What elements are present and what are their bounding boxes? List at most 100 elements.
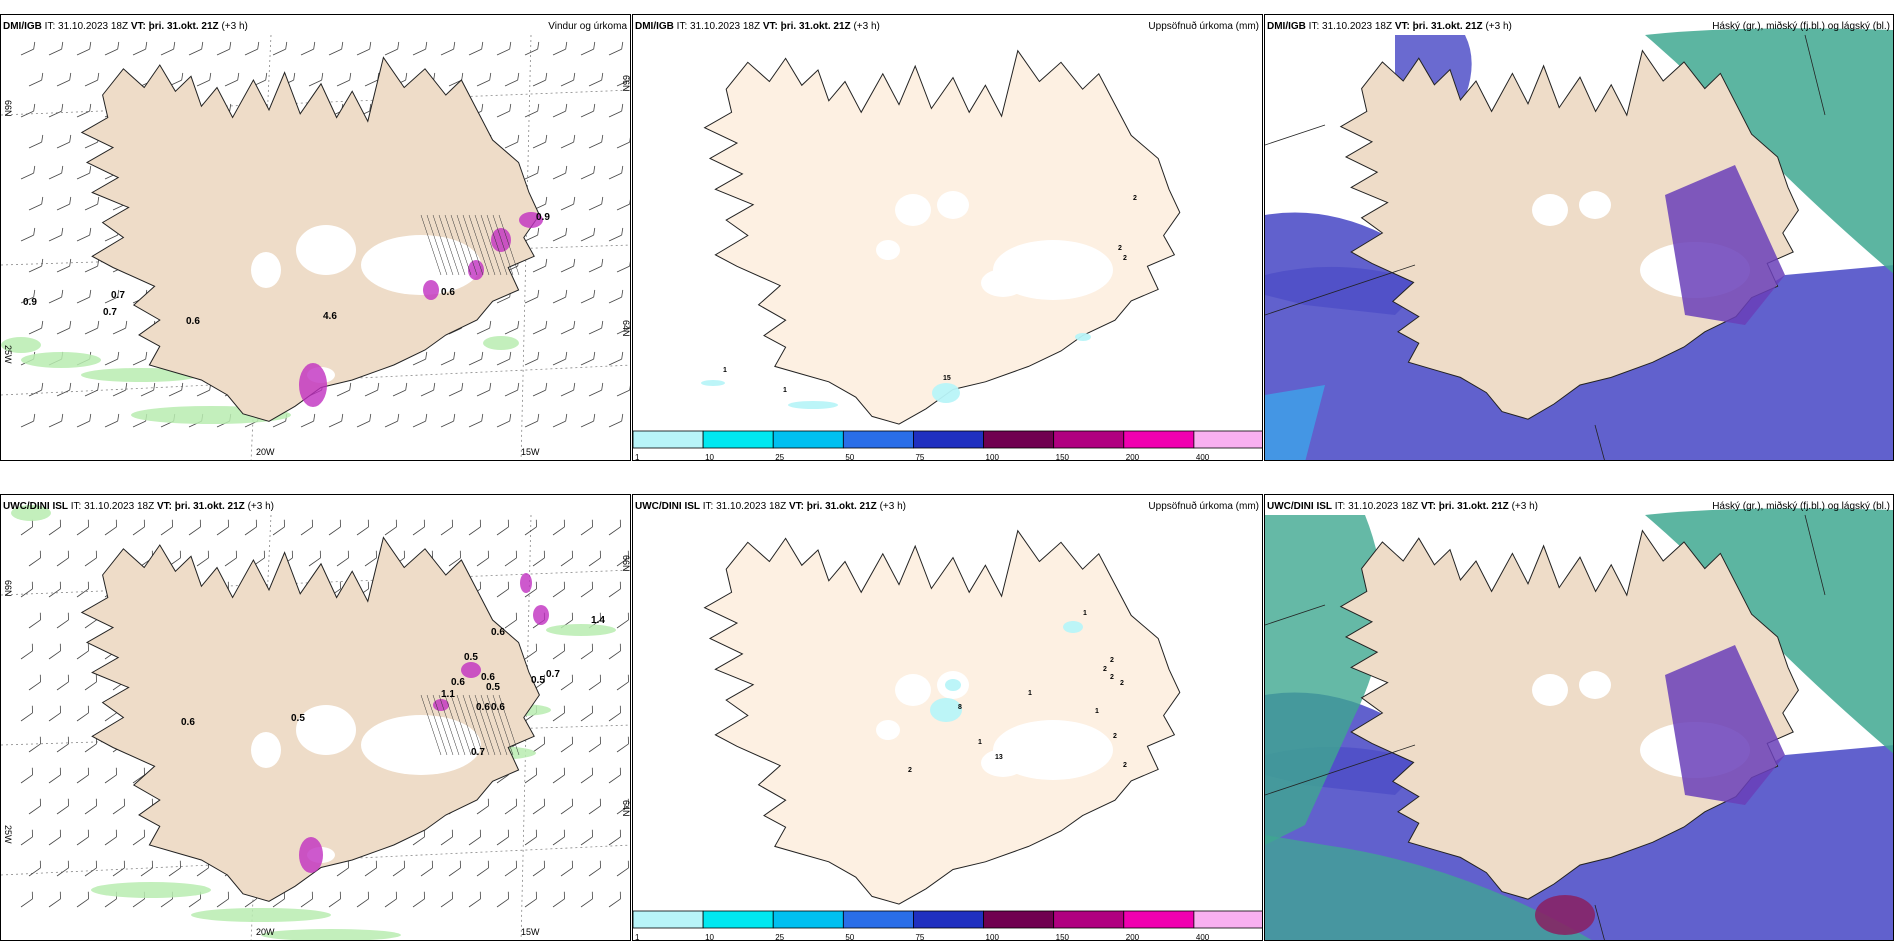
lon-label: 20W bbox=[256, 927, 275, 937]
wind-barb-flag bbox=[61, 227, 64, 236]
wind-barb bbox=[532, 860, 545, 877]
hatch-line bbox=[486, 214, 508, 276]
wind-barb-flag bbox=[621, 165, 624, 174]
precip-streak bbox=[191, 908, 331, 922]
wind-barb-flag bbox=[69, 320, 72, 329]
precip-value-label: 2 bbox=[1110, 657, 1114, 664]
wind-barb-shaft bbox=[552, 110, 566, 118]
wind-barb-flag bbox=[143, 767, 145, 775]
wind-barb-shaft bbox=[168, 389, 182, 397]
wind-barb bbox=[448, 382, 464, 397]
wind-barb bbox=[112, 860, 125, 877]
wind-barb-flag bbox=[537, 103, 540, 112]
wind-barb-flag bbox=[87, 891, 89, 899]
wind-barb-shaft bbox=[532, 141, 546, 149]
wind-barb-shaft bbox=[28, 805, 41, 815]
wind-barb bbox=[608, 413, 624, 428]
wind-barb-flag bbox=[593, 165, 596, 174]
wind-value-label: 1.1 bbox=[441, 689, 455, 700]
wind-barb-flag bbox=[59, 519, 61, 527]
wind-barb-shaft bbox=[560, 389, 574, 397]
wind-barb-shaft bbox=[160, 48, 174, 56]
wind-barb bbox=[504, 612, 517, 629]
wind-barb-flag bbox=[209, 72, 212, 81]
wind-barb-shaft bbox=[56, 681, 69, 691]
colorbar-swatch bbox=[983, 430, 1055, 449]
precip-blob bbox=[1075, 333, 1091, 341]
wind-barb bbox=[392, 860, 405, 877]
wind-barb-shaft bbox=[104, 296, 118, 304]
wind-barb-flag bbox=[537, 413, 540, 422]
wind-barb-shaft bbox=[48, 526, 61, 536]
wind-value-label: 0.9 bbox=[536, 212, 550, 223]
wind-barb bbox=[524, 103, 540, 118]
wind-barb-flag bbox=[67, 860, 69, 868]
wind-barb-shaft bbox=[76, 234, 90, 242]
wind-barb-shaft bbox=[76, 420, 90, 428]
wind-barb-shaft bbox=[56, 389, 70, 397]
wind-barb bbox=[560, 550, 573, 567]
wind-barb bbox=[48, 289, 64, 304]
wind-barb-flag bbox=[627, 736, 629, 744]
wind-barb-shaft bbox=[608, 712, 621, 722]
wind-barb-flag bbox=[537, 227, 540, 236]
wind-barb-shaft bbox=[552, 296, 566, 304]
wind-barb-shaft bbox=[160, 526, 173, 536]
wind-barb-shaft bbox=[28, 203, 42, 211]
wind-barb bbox=[440, 891, 453, 908]
wind-barb-shaft bbox=[216, 48, 230, 56]
wind-barb-flag bbox=[507, 829, 509, 837]
wind-barb-flag bbox=[629, 72, 630, 81]
wind-barb-shaft bbox=[616, 557, 629, 567]
wind-barb-flag bbox=[621, 227, 624, 236]
wind-barb-shaft bbox=[524, 588, 537, 598]
wind-barb-flag bbox=[89, 103, 92, 112]
wind-barb bbox=[20, 165, 36, 180]
wind-barb-shaft bbox=[524, 48, 538, 56]
wind-barb-shaft bbox=[504, 327, 518, 335]
wind-barb-flag bbox=[593, 413, 596, 422]
wind-barb bbox=[412, 351, 428, 366]
wind-barb-flag bbox=[69, 72, 72, 81]
wind-barb-shaft bbox=[496, 588, 509, 598]
wind-barb-flag bbox=[201, 41, 204, 50]
wind-barb bbox=[328, 891, 341, 908]
wind-barb bbox=[328, 41, 344, 56]
wind-value-label: 0.5 bbox=[486, 682, 500, 693]
wind-barb-flag bbox=[545, 196, 548, 205]
wind-barb bbox=[440, 519, 453, 536]
wind-barb-flag bbox=[601, 320, 604, 329]
wind-barb bbox=[560, 674, 573, 691]
wind-barb-shaft bbox=[608, 898, 621, 908]
wind-barb-shaft bbox=[608, 526, 621, 536]
wind-barb bbox=[412, 519, 425, 536]
wind-barb bbox=[196, 550, 209, 567]
wind-barb-shaft bbox=[476, 867, 489, 877]
wind-barb bbox=[580, 891, 593, 908]
wind-barb-flag bbox=[515, 860, 517, 868]
glacier-vatnajokull bbox=[981, 269, 1025, 297]
wind-barb bbox=[84, 798, 97, 815]
wind-barb-shaft bbox=[496, 420, 510, 428]
wind-barb-shaft bbox=[560, 805, 573, 815]
wind-barb bbox=[616, 258, 630, 273]
wind-barb bbox=[532, 134, 548, 149]
precip-blob bbox=[788, 401, 838, 409]
wind-barb-flag bbox=[67, 674, 69, 682]
wind-barb-shaft bbox=[48, 836, 61, 846]
wind-barb-flag bbox=[591, 767, 593, 775]
wind-barb-flag bbox=[285, 41, 288, 50]
wind-barb-flag bbox=[347, 860, 349, 868]
wind-value-label: 0.5 bbox=[291, 713, 305, 724]
cloud-map-top bbox=[1265, 15, 1893, 460]
wind-barb bbox=[588, 72, 604, 87]
glacier-langjokull bbox=[1532, 674, 1568, 706]
wind-barb bbox=[552, 41, 568, 56]
wind-barb-shaft bbox=[48, 48, 62, 56]
wind-barb bbox=[20, 643, 33, 660]
wind-barb-shaft bbox=[328, 526, 341, 536]
wind-barb-flag bbox=[367, 581, 369, 589]
wind-barb-flag bbox=[461, 382, 464, 391]
wind-barb-shaft bbox=[580, 296, 594, 304]
wind-barb-flag bbox=[33, 165, 36, 174]
